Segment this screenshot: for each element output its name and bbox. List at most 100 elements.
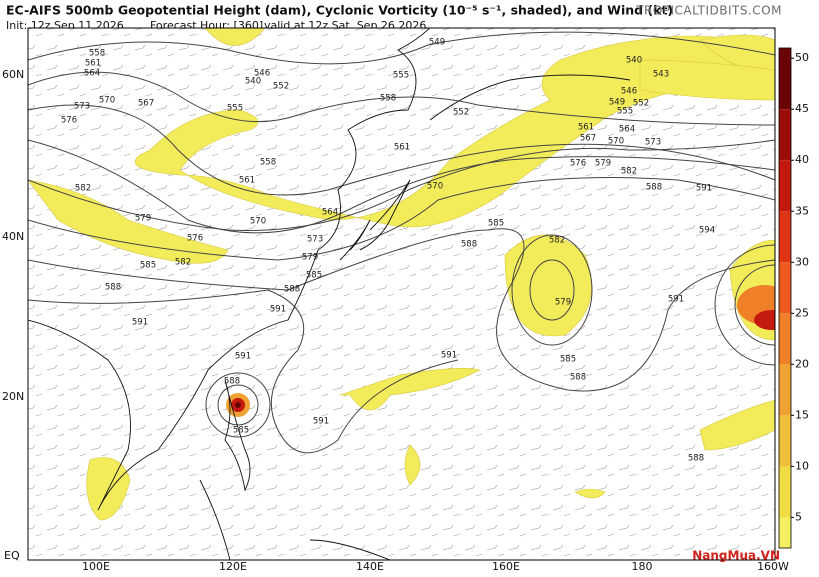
lon-label: 160E <box>492 560 520 573</box>
site: TROPICALTIDBITS.COM <box>635 4 782 18</box>
contour-label: 582 <box>549 236 565 246</box>
colorbar: 5 10 15 20 25 30 35 40 45 50 <box>778 47 809 549</box>
contour-label: 570 <box>608 137 624 147</box>
colorbar-band <box>779 109 791 161</box>
colorbar-tick-label: 35 <box>795 204 809 217</box>
contour-label: 582 <box>175 258 191 268</box>
colorbar-band <box>779 415 791 467</box>
contour-label: 546 <box>254 69 270 79</box>
colorbar-tick-label: 5 <box>795 510 802 523</box>
contour-label: 564 <box>84 69 100 79</box>
contour-label: 558 <box>380 94 396 104</box>
contour-label: 555 <box>227 104 243 114</box>
contour-label: 561 <box>578 123 594 133</box>
map-frame <box>27 27 776 561</box>
contour-label: 543 <box>653 70 669 80</box>
contour-label: 567 <box>580 134 596 144</box>
colorbar-tick-label: 20 <box>795 357 809 370</box>
colorbar-band <box>779 48 791 110</box>
colorbar-band <box>779 313 791 365</box>
map <box>28 28 775 560</box>
contour-label: 591 <box>668 295 684 305</box>
contour-label: 573 <box>645 138 661 148</box>
contour-label: 564 <box>322 208 338 218</box>
contour-label: 558 <box>89 49 105 59</box>
contour-label: 546 <box>621 87 637 97</box>
colorbar-band <box>779 262 791 314</box>
colorbar-tick-label: 45 <box>795 102 809 115</box>
contour-label: 588 <box>570 373 586 383</box>
contour-label: 585 <box>233 426 249 436</box>
lat-label: 60N <box>2 68 24 81</box>
lon-label: 160W <box>757 560 789 573</box>
contour-label: 555 <box>617 107 633 117</box>
contour-label: 573 <box>74 102 90 112</box>
contour-label: 564 <box>619 125 635 135</box>
contour-label: 576 <box>61 116 77 126</box>
colorbar-tick-label: 40 <box>795 153 809 166</box>
colorbar-tick-label: 15 <box>795 408 809 421</box>
lat-label: 40N <box>2 230 24 243</box>
contour-label: 591 <box>132 318 148 328</box>
contour-label: 582 <box>621 167 637 177</box>
contour-label: 585 <box>140 261 156 271</box>
watermark: NangMua.VN <box>692 549 780 563</box>
contour-label: 579 <box>302 253 318 263</box>
colorbar-band <box>779 517 791 548</box>
colorbar-band <box>779 211 791 263</box>
contour-label: 585 <box>306 271 322 281</box>
lat-label: EQ <box>4 549 20 562</box>
contour-label: 591 <box>696 184 712 194</box>
contour-label: 570 <box>427 182 443 192</box>
contour-label: 588 <box>224 377 240 387</box>
lat-label: 20N <box>2 390 24 403</box>
contour-label: 549 <box>609 98 625 108</box>
contour-label: 552 <box>273 82 289 92</box>
colorbar-tick-label: 10 <box>795 459 809 472</box>
colorbar-band <box>779 160 791 212</box>
contour-label: 591 <box>270 305 286 315</box>
contour-label: 582 <box>75 184 91 194</box>
contour-label: 573 <box>307 235 323 245</box>
contour-label: 552 <box>633 99 649 109</box>
contour-label: 579 <box>555 298 571 308</box>
contour-label: 570 <box>99 96 115 106</box>
contour-label: 585 <box>560 355 576 365</box>
contour-label: 540 <box>245 77 261 87</box>
contour-label: 567 <box>138 99 154 109</box>
contour-label: 561 <box>85 59 101 69</box>
lon-label: 120E <box>219 560 247 573</box>
contour-labels: 558 561 564 570 567 573 576 555 552 549 … <box>61 38 715 464</box>
colorbar-tick-label: 30 <box>795 255 809 268</box>
contour-label: 591 <box>235 352 251 362</box>
title: EC-AIFS 500mb Geopotential Height (dam),… <box>6 3 673 18</box>
colorbar-tick-label: 50 <box>795 51 809 64</box>
lon-label: 100E <box>82 560 110 573</box>
contour-label: 591 <box>313 417 329 427</box>
contour-label: 585 <box>488 219 504 229</box>
contour-label: 576 <box>570 159 586 169</box>
contour-label: 552 <box>453 108 469 118</box>
contour-label: 561 <box>239 176 255 186</box>
colorbar-frame <box>778 47 792 549</box>
contour-label: 594 <box>699 226 715 236</box>
contour-label: 588 <box>105 283 121 293</box>
colorbar-band <box>779 364 791 416</box>
contour-label: 588 <box>646 183 662 193</box>
colorbar-tick-label: 25 <box>795 306 809 319</box>
contour-label: 540 <box>626 56 642 66</box>
contour-label: 579 <box>135 214 151 224</box>
contour-label: 576 <box>187 234 203 244</box>
colorbar-band <box>779 466 791 518</box>
contour-label: 570 <box>250 217 266 227</box>
contour-label: 579 <box>595 159 611 169</box>
lon-label: 180 <box>632 560 653 573</box>
contour-label: 588 <box>461 240 477 250</box>
contour-label: 558 <box>260 158 276 168</box>
contour-label: 588 <box>284 285 300 295</box>
contour-label: 555 <box>393 71 409 81</box>
contour-label: 549 <box>429 38 445 48</box>
contour-label: 588 <box>688 454 704 464</box>
contour-label: 591 <box>441 351 457 361</box>
